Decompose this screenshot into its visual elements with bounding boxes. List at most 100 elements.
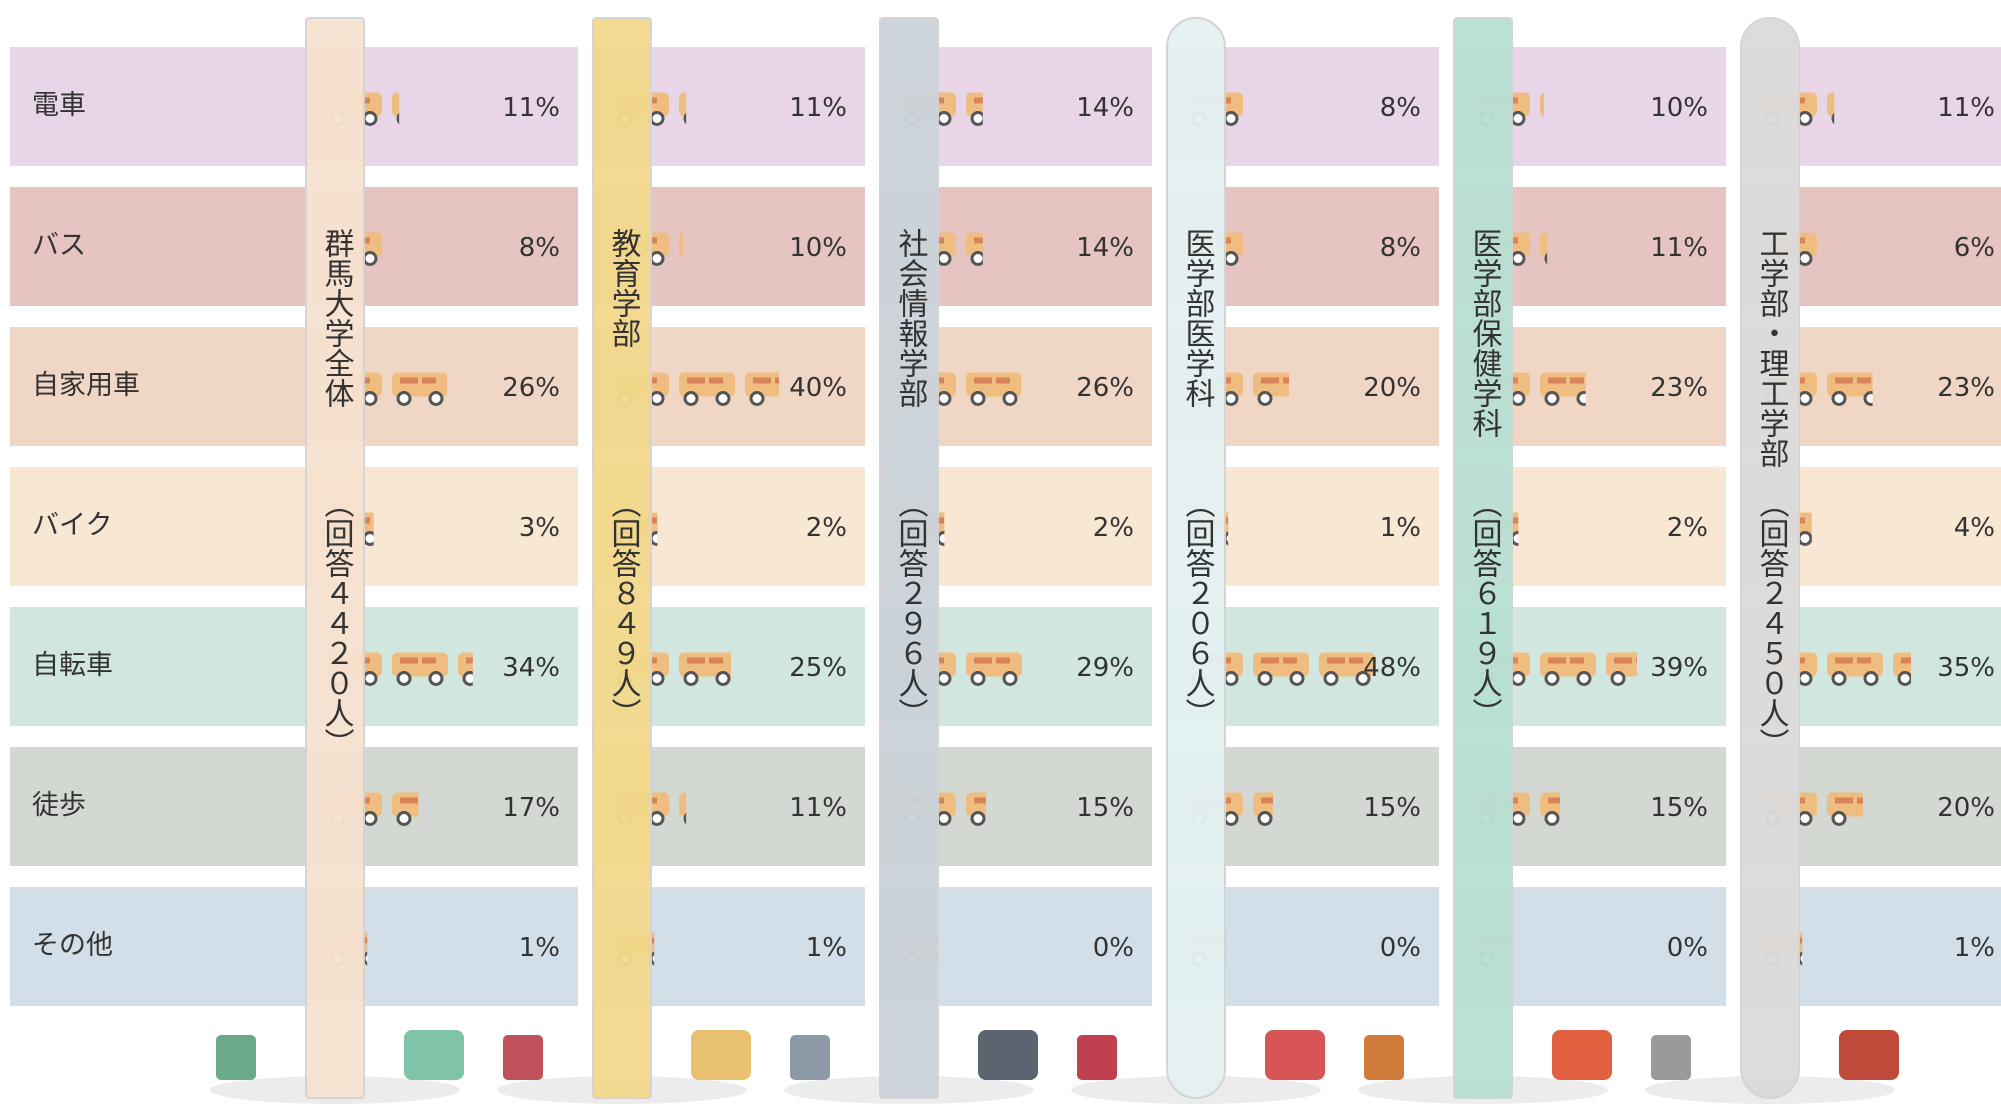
- bus-wheel: [683, 112, 687, 125]
- bus-wheel: [936, 391, 952, 406]
- bus-wheel: [1257, 391, 1273, 406]
- bus-wheel: [1223, 251, 1239, 266]
- row-label: バス: [32, 230, 86, 261]
- bus-body: [1540, 92, 1544, 117]
- bus-window: [1570, 377, 1584, 384]
- bus-wheel: [1544, 252, 1548, 265]
- bus-wheel: [1289, 671, 1305, 686]
- bus-wheel: [649, 111, 665, 126]
- value-label: 0%: [1380, 933, 1421, 963]
- bus-body: [679, 232, 683, 257]
- bus-wheel: [1257, 811, 1273, 826]
- deco: [1265, 1030, 1325, 1080]
- deco: [691, 1030, 751, 1080]
- pole: [592, 17, 652, 1099]
- value-label: 26%: [1076, 373, 1134, 403]
- bus-window: [1327, 657, 1345, 664]
- bus-window: [1636, 657, 1637, 664]
- bus-body: [1827, 92, 1835, 117]
- deco: [1552, 1030, 1612, 1080]
- value-label: 10%: [1650, 93, 1708, 123]
- value-label: 2%: [806, 513, 847, 543]
- gap: [1152, 0, 1167, 1020]
- bus-wheel: [362, 251, 378, 266]
- bus-window: [1835, 377, 1853, 384]
- bus-window: [1548, 377, 1566, 384]
- bus-body: [1540, 232, 1548, 257]
- bus-window: [996, 657, 1010, 664]
- value-label: 26%: [502, 373, 560, 403]
- bus-wheel: [1002, 391, 1018, 406]
- bus-window: [996, 377, 1010, 384]
- gap: [1726, 0, 1741, 1020]
- bus-wheel: [1863, 391, 1873, 406]
- bus-wheel: [683, 671, 699, 686]
- bus-wheel: [1797, 111, 1813, 126]
- row-label: 自転車: [32, 650, 113, 681]
- bus-window: [422, 657, 436, 664]
- bus-window: [974, 657, 992, 664]
- pole: [1453, 17, 1513, 1099]
- bus-window: [974, 97, 983, 104]
- bus-wheel: [396, 391, 412, 406]
- bus-wheel: [1831, 811, 1847, 826]
- deco: [216, 1035, 256, 1080]
- value-label: 0%: [1093, 933, 1134, 963]
- gap: [1439, 0, 1454, 1020]
- bus-wheel: [1797, 811, 1813, 826]
- bus-wheel: [362, 811, 378, 826]
- value-label: 11%: [789, 93, 847, 123]
- bus-wheel: [1257, 671, 1273, 686]
- row-label: その他: [32, 930, 113, 961]
- bus-window: [1835, 797, 1853, 804]
- bus-wheel: [1510, 251, 1526, 266]
- bus-wheel: [1797, 531, 1812, 546]
- value-label: 0%: [1667, 933, 1708, 963]
- bus-wheel: [970, 671, 986, 686]
- bus-wheel: [1544, 391, 1560, 406]
- respondents: （回答４４２０人）: [319, 488, 355, 758]
- pole: [879, 17, 939, 1099]
- row-label: バイク: [32, 510, 112, 541]
- bus-wheel: [1355, 671, 1371, 686]
- bus-wheel: [649, 811, 665, 826]
- bus-wheel: [649, 391, 665, 406]
- value-label: 1%: [1954, 933, 1995, 963]
- bus-wheel: [1223, 391, 1239, 406]
- bus-wheel: [1797, 671, 1813, 686]
- value-label: 11%: [1937, 93, 1995, 123]
- bus-wheel: [970, 111, 983, 126]
- value-label: 8%: [1380, 233, 1421, 263]
- bus-window: [1548, 797, 1560, 804]
- respondents: （回答２０６人）: [1180, 488, 1216, 728]
- bus-wheel: [970, 811, 986, 826]
- value-label: 40%: [789, 373, 847, 403]
- bus-wheel: [1576, 391, 1586, 406]
- value-label: 10%: [789, 233, 847, 263]
- bus-window: [1261, 657, 1279, 664]
- bus-window: [1570, 657, 1584, 664]
- gap: [578, 0, 593, 1020]
- row-label: 自家用車: [32, 370, 140, 401]
- bus-wheel: [715, 391, 731, 406]
- bus-wheel: [1797, 391, 1813, 406]
- bus-wheel: [362, 671, 378, 686]
- bus-wheel: [1223, 811, 1239, 826]
- bus-wheel: [749, 391, 765, 406]
- bus-wheel: [1510, 811, 1526, 826]
- bus-window: [1283, 657, 1297, 664]
- respondents: （回答２４５０人）: [1754, 488, 1790, 758]
- respondents: （回答２９６人）: [893, 488, 929, 728]
- bus-body: [679, 792, 687, 817]
- bus-window: [400, 377, 418, 384]
- bus-window: [1261, 377, 1279, 384]
- value-label: 15%: [1363, 793, 1421, 823]
- bus-wheel: [1831, 112, 1835, 125]
- bus-wheel: [396, 112, 400, 125]
- bus-window: [1283, 377, 1289, 384]
- bus-wheel: [1797, 251, 1813, 266]
- value-label: 2%: [1093, 513, 1134, 543]
- deco: [790, 1035, 830, 1080]
- value-label: 39%: [1650, 653, 1708, 683]
- bus-wheel: [683, 812, 687, 825]
